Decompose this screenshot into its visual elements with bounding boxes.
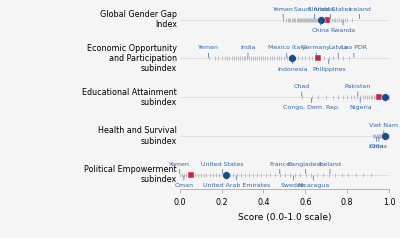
Text: Nigeria: Nigeria (349, 98, 372, 110)
Text: United States: United States (309, 6, 352, 19)
Text: United Arab Emirates: United Arab Emirates (203, 176, 270, 188)
Text: Yemen: Yemen (273, 6, 294, 19)
Text: Philippines: Philippines (312, 60, 346, 72)
Text: Saudi Arabia: Saudi Arabia (294, 6, 334, 19)
Text: Chad: Chad (294, 84, 310, 96)
Text: Latvia: Latvia (328, 45, 348, 57)
Text: Iceland: Iceland (318, 162, 342, 174)
Text: Indonesia: Indonesia (277, 60, 308, 72)
Text: Mexico Italy: Mexico Italy (268, 45, 306, 57)
Text: Iceland: Iceland (348, 6, 371, 19)
Text: Lao PDR: Lao PDR (341, 45, 367, 57)
Text: Congo, Dem. Rep.: Congo, Dem. Rep. (283, 98, 340, 110)
Text: China: China (312, 21, 330, 33)
Text: Yemen: Yemen (198, 45, 219, 57)
Text: China: China (370, 137, 388, 149)
Text: Yemen: Yemen (169, 162, 190, 174)
Text: India: India (240, 45, 256, 57)
Text: United States: United States (201, 162, 244, 174)
Text: Pakistan: Pakistan (345, 84, 371, 96)
Text: Germany: Germany (302, 45, 331, 57)
Text: Bangladesh: Bangladesh (287, 162, 324, 174)
Text: India: India (369, 137, 384, 149)
X-axis label: Score (0.0-1.0 scale): Score (0.0-1.0 scale) (238, 213, 331, 222)
Text: France: France (269, 162, 290, 174)
Text: Sweden: Sweden (281, 176, 306, 188)
Text: Oman: Oman (174, 176, 193, 188)
Text: Nicaragua: Nicaragua (297, 176, 330, 188)
Text: Viet Nam: Viet Nam (369, 123, 398, 135)
Text: Rwanda: Rwanda (330, 21, 356, 33)
